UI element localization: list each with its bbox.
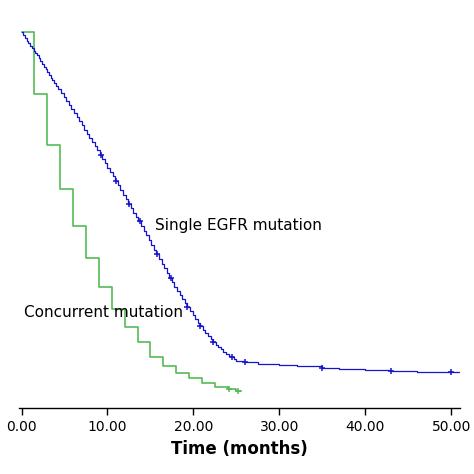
- X-axis label: Time (months): Time (months): [171, 440, 308, 458]
- Text: Single EGFR mutation: Single EGFR mutation: [155, 218, 321, 233]
- Text: Concurrent mutation: Concurrent mutation: [24, 305, 183, 320]
